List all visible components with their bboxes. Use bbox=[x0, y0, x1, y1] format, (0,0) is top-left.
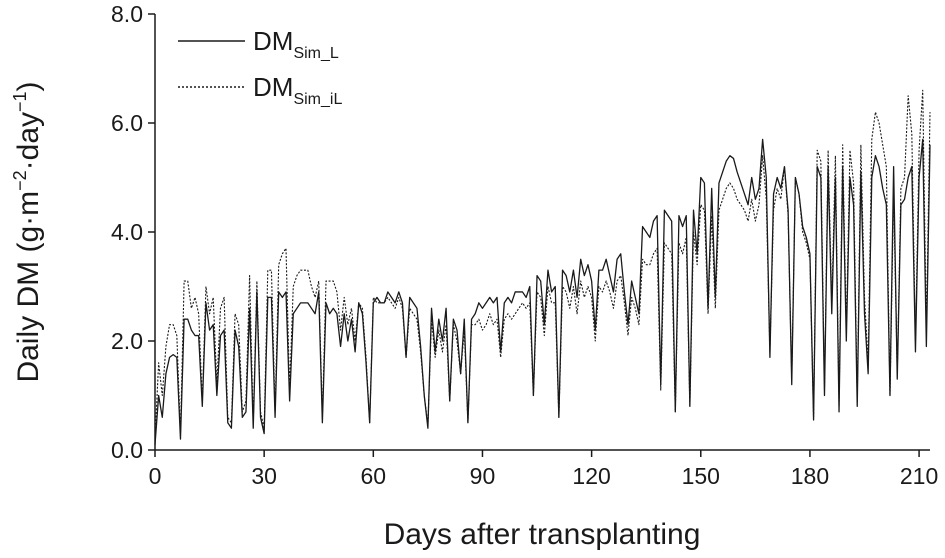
series-line-sim-il bbox=[154, 89, 931, 440]
y-axis: 0.0 2.0 4.0 6.0 8.0 bbox=[111, 1, 156, 463]
legend-series-2-sub: Sim_iL bbox=[293, 91, 342, 108]
x-tick-label: 120 bbox=[572, 463, 610, 489]
y-axis-title-a: Daily DM (g·m bbox=[12, 191, 45, 383]
y-axis-title-c: ·day bbox=[12, 112, 45, 170]
y-axis-title-exp1: −2 bbox=[10, 170, 30, 191]
y-tick-label: 2.0 bbox=[111, 328, 143, 354]
x-tick-label: 0 bbox=[149, 463, 162, 489]
legend-series-1-name: DM bbox=[253, 26, 293, 56]
x-tick-label: 90 bbox=[470, 463, 496, 489]
legend: DMSim_L DMSim_iL bbox=[178, 26, 342, 108]
y-axis-title-e: ) bbox=[12, 81, 45, 91]
y-tick-label: 0.0 bbox=[111, 437, 143, 463]
legend-series-1: DMSim_L bbox=[253, 26, 339, 62]
plot-series bbox=[154, 89, 931, 445]
legend-series-2: DMSim_iL bbox=[253, 72, 342, 108]
x-tick-label: 180 bbox=[791, 463, 829, 489]
y-tick-label: 4.0 bbox=[111, 219, 143, 245]
x-tick-label: 210 bbox=[900, 463, 938, 489]
x-tick-label: 30 bbox=[251, 463, 277, 489]
x-axis-title: Days after transplanting bbox=[384, 518, 701, 551]
x-tick-label: 60 bbox=[361, 463, 387, 489]
y-axis-title: Daily DM (g·m−2·day−1) bbox=[10, 81, 45, 382]
y-axis-title-exp2: −1 bbox=[10, 91, 30, 112]
y-tick-label: 6.0 bbox=[111, 110, 143, 136]
y-tick-label: 8.0 bbox=[111, 1, 143, 27]
legend-series-2-name: DM bbox=[253, 72, 293, 102]
x-axis: 0 30 60 90 120 150 180 210 bbox=[149, 449, 938, 489]
legend-series-1-sub: Sim_L bbox=[293, 45, 338, 62]
x-tick-label: 150 bbox=[682, 463, 720, 489]
